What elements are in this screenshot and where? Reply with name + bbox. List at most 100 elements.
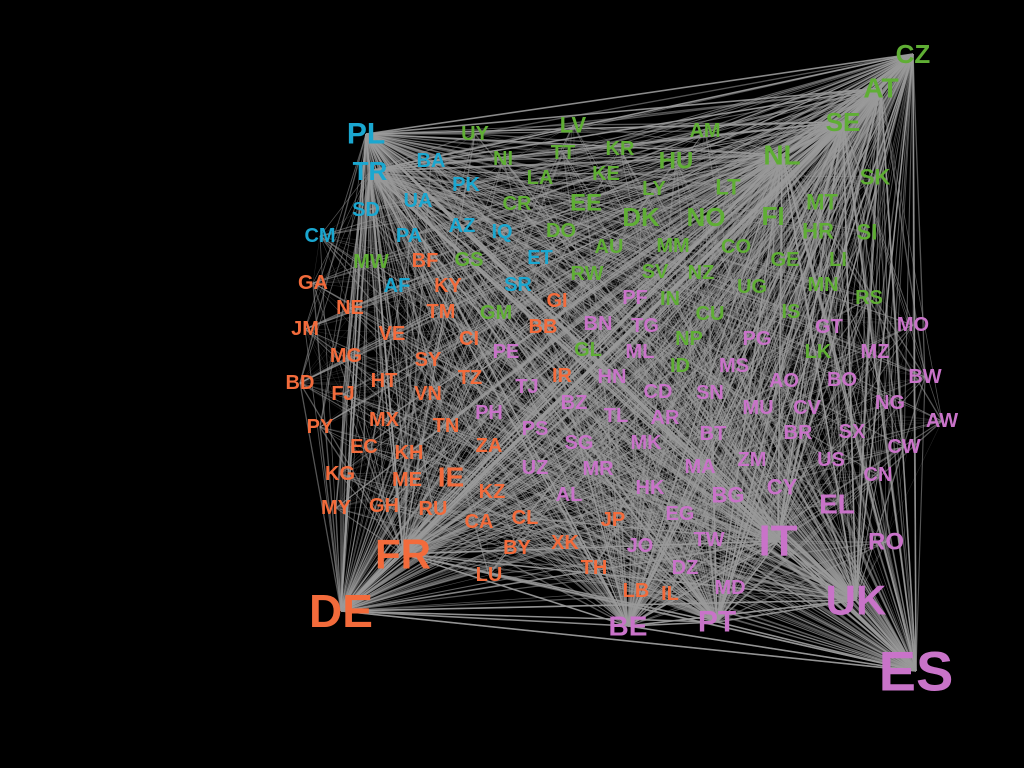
graph-edge: [365, 133, 783, 156]
node-label-mg: MG: [330, 345, 362, 367]
graph-edge: [534, 407, 808, 469]
node-label-rs: RS: [855, 287, 883, 309]
graph-edge: [468, 188, 655, 261]
graph-edge: [712, 433, 718, 623]
graph-edge: [319, 235, 758, 340]
graph-edge: [539, 177, 570, 496]
graph-edge: [488, 412, 566, 544]
graph-edge: [391, 313, 711, 335]
graph-edge: [635, 486, 783, 592]
graph-edge: [716, 379, 843, 623]
graph-edge: [912, 53, 917, 672]
graph-edge: [615, 415, 641, 547]
node-label-la: LA: [527, 167, 554, 189]
graph-edge: [465, 184, 711, 394]
node-label-hn: HN: [598, 366, 627, 388]
graph-edge: [634, 259, 786, 299]
graph-edge: [312, 282, 876, 353]
graph-edge: [597, 216, 707, 470]
graph-edge: [502, 158, 647, 444]
graph-edge: [700, 272, 832, 461]
node-label-tj: TJ: [515, 376, 538, 398]
graph-edge: [649, 407, 808, 489]
graph-edge: [478, 177, 541, 523]
graph-edge: [340, 553, 404, 612]
graph-edge: [619, 148, 656, 273]
graph-edge: [639, 311, 792, 353]
graph-edge: [340, 610, 629, 627]
graph-edge: [370, 261, 808, 409]
graph-edge: [406, 160, 432, 481]
graph-edge: [874, 53, 914, 178]
node-label-by: BY: [503, 537, 531, 559]
node-label-kg: KG: [325, 463, 355, 485]
graph-edge: [669, 298, 735, 367]
node-label-lu: LU: [476, 564, 503, 586]
graph-edge: [539, 257, 758, 340]
graph-edge: [669, 154, 783, 595]
graph-edge: [427, 393, 614, 521]
node-label-fr: FR: [375, 531, 431, 578]
graph-edge: [568, 494, 686, 569]
node-label-bg: BG: [712, 483, 745, 508]
graph-edge: [501, 231, 563, 377]
graph-edge: [716, 459, 753, 623]
graph-edge: [700, 272, 718, 623]
graph-edge: [424, 260, 686, 569]
graph-edge: [777, 311, 792, 542]
node-label-tm: TM: [427, 301, 456, 323]
graph-edge: [688, 87, 882, 340]
graph-edge: [534, 428, 681, 515]
graph-edge: [597, 323, 714, 435]
graph-edge: [402, 377, 471, 555]
graph-edge: [408, 154, 783, 237]
graph-edge: [597, 53, 914, 325]
graph-edge: [657, 391, 943, 422]
graph-edge: [612, 284, 824, 521]
graph-edge: [340, 152, 564, 612]
graph-edge: [383, 215, 774, 382]
graph-edge: [605, 173, 731, 589]
node-label-kr: KR: [606, 138, 635, 160]
graph-edge: [679, 365, 832, 461]
graph-edge: [488, 351, 876, 447]
graph-edge: [440, 311, 681, 367]
node-label-sv: SV: [642, 261, 669, 283]
node-label-tt: TT: [551, 142, 575, 164]
node-label-sd: SD: [352, 199, 380, 221]
graph-edge: [729, 541, 887, 589]
node-label-kh: KH: [395, 442, 424, 464]
graph-edge: [396, 285, 629, 627]
graph-edge: [408, 235, 876, 353]
graph-edge: [534, 245, 674, 430]
graph-edge: [445, 323, 599, 427]
node-label-ao: AO: [769, 370, 799, 392]
graph-edge: [383, 505, 917, 672]
graph-edge: [370, 261, 824, 286]
node-label-dz: DZ: [672, 557, 699, 579]
graph-edge: [649, 160, 677, 489]
graph-edge: [408, 272, 702, 454]
graph-edge: [396, 285, 799, 434]
graph-edge: [408, 260, 426, 454]
graph-edge: [383, 121, 844, 421]
graph-edge: [627, 621, 718, 627]
graph-edge: [335, 507, 342, 612]
graph-edge: [644, 297, 870, 327]
graph-edge: [806, 407, 917, 672]
graph-edge: [516, 203, 917, 672]
graph-edge: [432, 216, 642, 510]
graph-edge: [615, 415, 671, 595]
node-label-gl: GL: [574, 339, 602, 361]
graph-edge: [488, 87, 882, 576]
graph-edge: [340, 540, 779, 612]
graph-edge: [450, 407, 759, 478]
graph-edge: [430, 160, 674, 247]
graph-edge: [339, 160, 677, 475]
graph-edge: [526, 386, 853, 433]
graph-edge: [587, 323, 599, 351]
graph-edge: [461, 225, 887, 543]
graph-edge: [716, 599, 857, 623]
graph-edge: [709, 259, 839, 394]
